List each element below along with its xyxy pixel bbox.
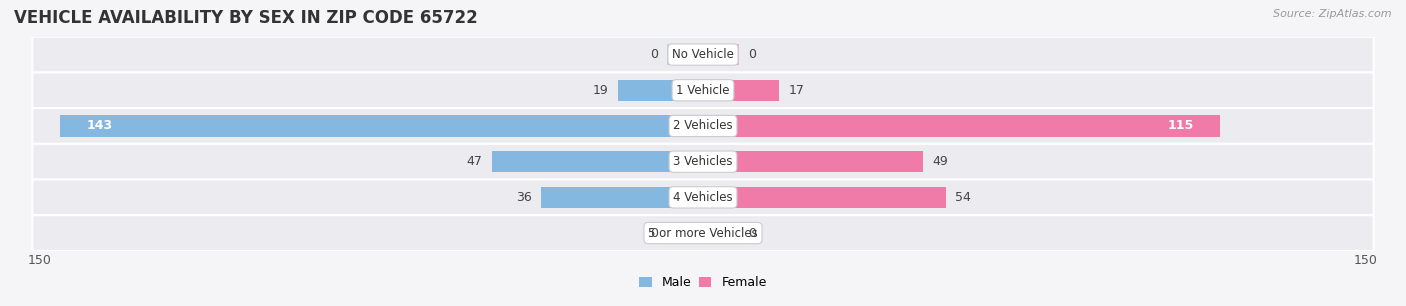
Text: 0: 0 — [650, 48, 658, 61]
Text: 115: 115 — [1167, 119, 1194, 132]
Bar — [492, 151, 703, 172]
Text: 19: 19 — [593, 84, 609, 97]
Text: 17: 17 — [789, 84, 804, 97]
Text: 3 Vehicles: 3 Vehicles — [673, 155, 733, 168]
Text: 1 Vehicle: 1 Vehicle — [676, 84, 730, 97]
Bar — [703, 44, 740, 65]
Legend: Male, Female: Male, Female — [637, 274, 769, 292]
FancyBboxPatch shape — [32, 144, 1374, 180]
Text: 143: 143 — [87, 119, 112, 132]
Bar — [666, 44, 703, 65]
Text: 0: 0 — [748, 48, 756, 61]
FancyBboxPatch shape — [32, 215, 1374, 251]
Bar — [703, 187, 946, 208]
Text: 4 Vehicles: 4 Vehicles — [673, 191, 733, 204]
Bar — [703, 80, 779, 101]
Text: 47: 47 — [467, 155, 482, 168]
Bar — [59, 115, 703, 137]
Bar — [703, 151, 924, 172]
FancyBboxPatch shape — [32, 180, 1374, 215]
Text: 54: 54 — [955, 191, 970, 204]
Bar — [541, 187, 703, 208]
FancyBboxPatch shape — [32, 37, 1374, 73]
Text: 0: 0 — [748, 226, 756, 240]
Bar — [666, 222, 703, 244]
Bar — [703, 222, 740, 244]
Text: Source: ZipAtlas.com: Source: ZipAtlas.com — [1274, 9, 1392, 19]
Bar — [617, 80, 703, 101]
Text: 5 or more Vehicles: 5 or more Vehicles — [648, 226, 758, 240]
Text: 150: 150 — [28, 254, 52, 267]
Text: 0: 0 — [650, 226, 658, 240]
Bar — [703, 115, 1220, 137]
FancyBboxPatch shape — [32, 108, 1374, 144]
Text: VEHICLE AVAILABILITY BY SEX IN ZIP CODE 65722: VEHICLE AVAILABILITY BY SEX IN ZIP CODE … — [14, 9, 478, 27]
Text: 49: 49 — [932, 155, 948, 168]
FancyBboxPatch shape — [32, 73, 1374, 108]
Text: 2 Vehicles: 2 Vehicles — [673, 119, 733, 132]
Text: No Vehicle: No Vehicle — [672, 48, 734, 61]
Text: 36: 36 — [516, 191, 531, 204]
Text: 150: 150 — [1354, 254, 1378, 267]
